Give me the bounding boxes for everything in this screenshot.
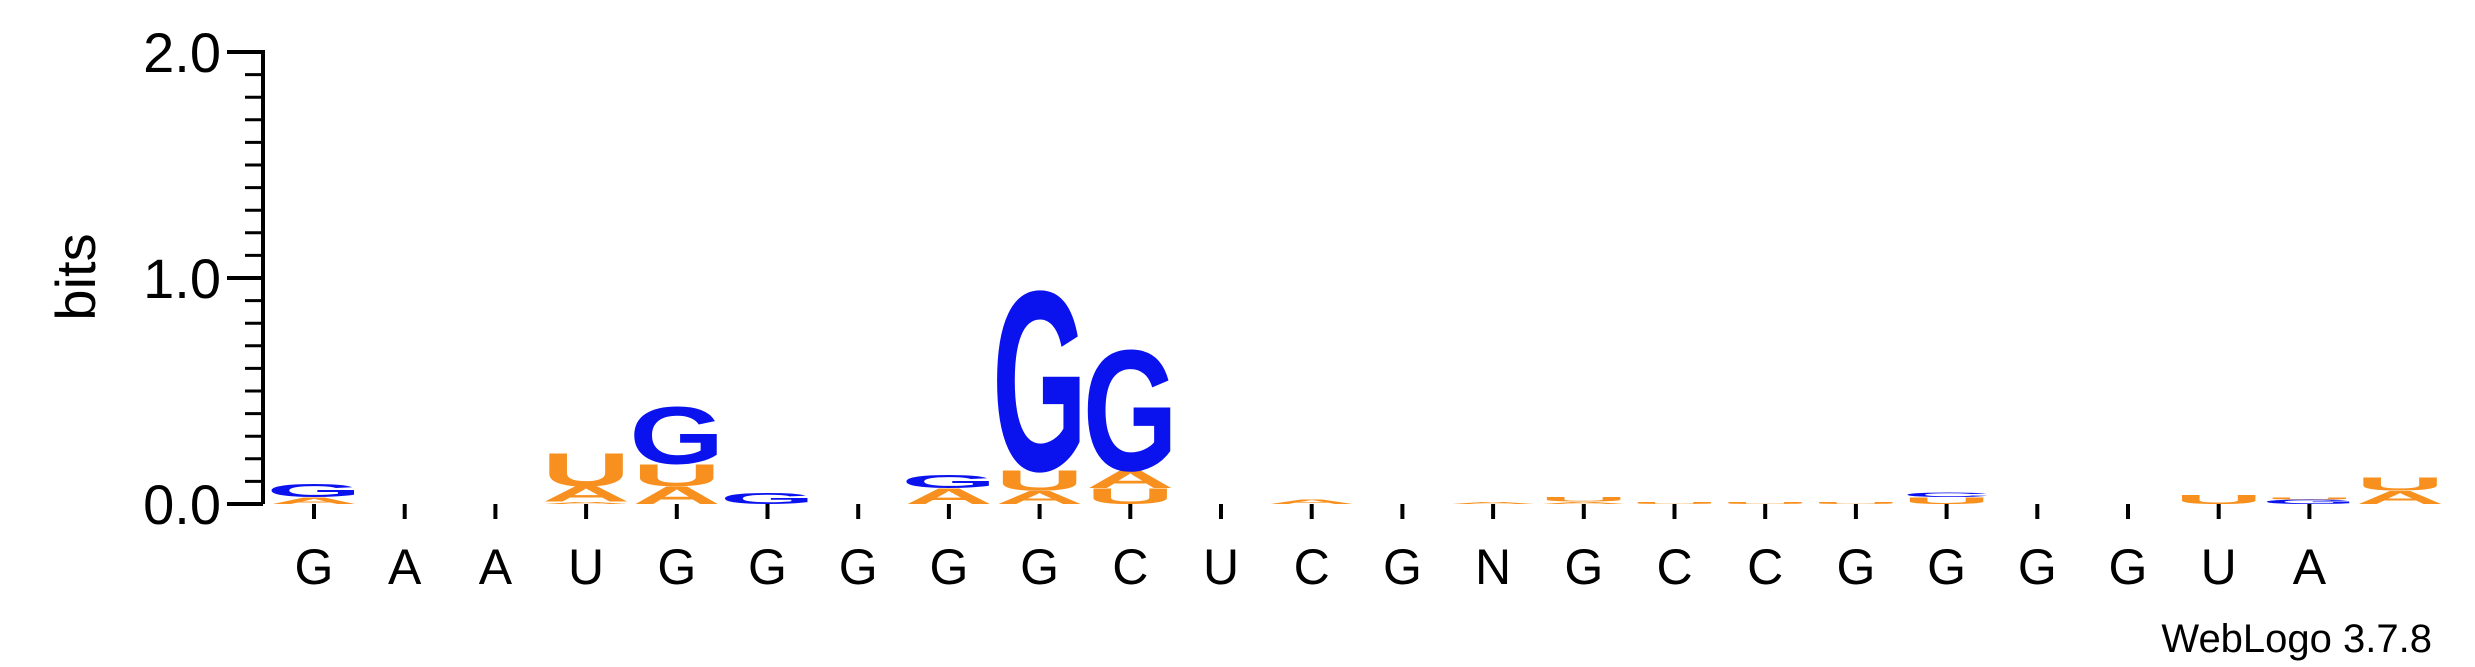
- logo-letter-G: G: [901, 471, 996, 492]
- x-tick-label: G: [839, 539, 878, 595]
- logo-letter-G: G: [720, 490, 815, 507]
- logo-letter-U: U: [1902, 496, 1990, 506]
- logo-letter-A: A: [1449, 501, 1537, 504]
- logo-letter-A: A: [1540, 501, 1628, 504]
- logo-letter-A: A: [995, 487, 1083, 508]
- logo-letter-U: U: [1630, 501, 1718, 504]
- logo-letter-G: G: [2262, 498, 2357, 505]
- logo-letter-A: A: [542, 501, 630, 504]
- x-tick-label: G: [1383, 539, 1422, 595]
- logo-letter-A: A: [270, 496, 358, 506]
- logo-letter-U: U: [995, 465, 1083, 497]
- x-tick-label: U: [1203, 539, 1239, 595]
- logo-letter-A: A: [2356, 487, 2444, 508]
- logo-letter-A: A: [1086, 465, 1174, 493]
- x-tick-label: A: [479, 539, 513, 595]
- logo-letter-C: C: [1902, 492, 1990, 499]
- x-tick-label: G: [295, 539, 334, 595]
- logo-letter-G: G: [1083, 314, 1178, 507]
- logo-letter-G: G: [629, 390, 724, 481]
- logo-letter-U: U: [1721, 501, 1809, 504]
- x-tick-label: G: [2109, 539, 2148, 595]
- x-tick-label: G: [929, 539, 968, 595]
- x-tick-label: G: [2018, 539, 2057, 595]
- x-tick-label: A: [2293, 539, 2327, 595]
- x-tick-label: U: [568, 539, 604, 595]
- x-tick-label: N: [1475, 539, 1511, 595]
- x-tick-label: U: [2201, 539, 2237, 595]
- x-tick-label: C: [1112, 539, 1148, 595]
- x-tick-label: G: [1564, 539, 1603, 595]
- y-tick-label: 1.0: [143, 247, 221, 310]
- logo-letter-G: G: [266, 480, 361, 501]
- logo-letter-A: A: [542, 482, 630, 507]
- logo-letter-U: U: [2356, 473, 2444, 494]
- x-tick-label: G: [748, 539, 787, 595]
- x-tick-label: G: [657, 539, 696, 595]
- logo-letter-U: U: [1540, 496, 1628, 503]
- y-axis-title: bits: [44, 233, 107, 320]
- x-tick-label: C: [1747, 539, 1783, 595]
- x-tick-label: G: [1927, 539, 1966, 595]
- logo-letter-U: U: [633, 457, 721, 492]
- y-ticks: 0.0 1.0 2.0: [143, 21, 263, 536]
- logo-letter-G: G: [992, 238, 1087, 525]
- weblogo-credit: WebLogo 3.7.8: [2161, 617, 2432, 661]
- y-tick-label: 2.0: [143, 21, 221, 84]
- x-tick-label: C: [1656, 539, 1692, 595]
- logo-letter-U: U: [2175, 493, 2263, 507]
- x-tick-label: G: [1020, 539, 1059, 595]
- logo-letter-U: U: [2265, 497, 2353, 500]
- logo-letter-U: U: [542, 443, 630, 496]
- logo-letter-A: A: [1268, 498, 1356, 505]
- y-tick-label: 0.0: [143, 473, 221, 536]
- x-tick-label: G: [1836, 539, 1875, 595]
- x-tick-label: A: [388, 539, 422, 595]
- x-tick-label: C: [1294, 539, 1330, 595]
- logo-letter-U: U: [1812, 501, 1900, 504]
